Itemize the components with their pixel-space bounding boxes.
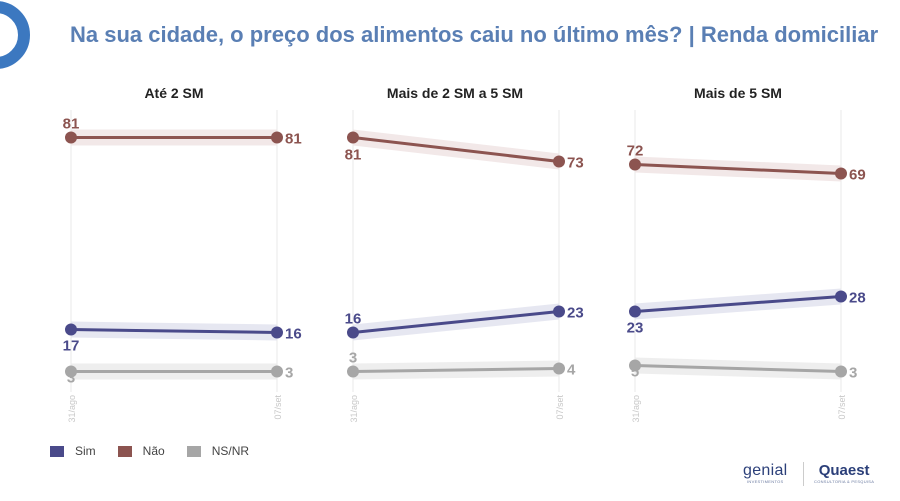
x-tick-label-1-0: 31/ago	[349, 395, 359, 423]
data-label-2-2-1: 3	[849, 365, 857, 382]
data-point-0-2-0	[65, 365, 77, 378]
legend-item-nao: Não	[117, 444, 165, 458]
data-label-2-1-1: 69	[849, 167, 866, 184]
data-label-2-0-1: 28	[849, 290, 866, 307]
data-label-0-0-1: 16	[285, 326, 302, 343]
genial-logo-sub: INVESTIMENTOS	[747, 479, 784, 484]
legend-label-sim: Sim	[75, 444, 96, 458]
data-label-0-1-0: 81	[63, 116, 80, 133]
legend-item-sim: Sim	[50, 444, 96, 458]
data-point-1-2-0	[347, 365, 359, 378]
data-point-2-2-0	[629, 359, 641, 372]
legend-label-nsnr: NS/NR	[211, 444, 250, 458]
quaest-logo: Quaest CONSULTORIA & PESQUISA	[814, 463, 874, 485]
data-label-1-1-1: 73	[567, 155, 584, 172]
data-label-1-2-0: 3	[349, 350, 357, 367]
legend-swatch-sim	[50, 445, 64, 457]
panel-title-2: Mais de 5 SM	[694, 85, 782, 101]
series-line-0-0	[70, 328, 278, 334]
panel-title-0: Até 2 SM	[144, 85, 203, 101]
data-point-1-0-0	[347, 326, 359, 339]
data-point-2-1-1	[835, 167, 847, 180]
quaest-logo-sub: CONSULTORIA & PESQUISA	[814, 479, 875, 484]
series-line-2-0	[634, 295, 842, 313]
legend: Sim Não NS/NR	[50, 444, 271, 458]
data-point-2-2-1	[835, 365, 847, 378]
data-point-2-0-0	[629, 305, 641, 318]
data-point-1-2-1	[553, 362, 565, 375]
data-label-1-1-0: 81	[345, 147, 362, 164]
data-label-2-1-0: 72	[627, 143, 644, 160]
data-label-2-2-0: 5	[631, 364, 639, 381]
series-line-1-0	[352, 310, 560, 334]
page-title: Na sua cidade, o preço dos alimentos cai…	[70, 22, 879, 47]
data-point-0-0-1	[271, 326, 283, 339]
data-label-0-0-0: 17	[63, 338, 80, 355]
legend-item-nsnr: NS/NR	[186, 444, 250, 458]
brand-divider	[803, 462, 804, 486]
data-point-0-1-1	[271, 131, 283, 144]
data-label-0-2-1: 3	[285, 365, 293, 382]
data-point-1-1-0	[347, 131, 359, 144]
x-tick-label-0-0: 31/ago	[67, 395, 77, 423]
data-label-1-2-1: 4	[567, 362, 576, 379]
series-line-2-1	[634, 163, 842, 175]
data-point-2-0-1	[835, 290, 847, 303]
panel-title-1: Mais de 2 SM a 5 SM	[387, 85, 523, 101]
data-point-2-1-0	[629, 158, 641, 171]
data-point-1-0-1	[553, 305, 565, 318]
data-point-0-2-1	[271, 365, 283, 378]
data-label-1-0-1: 23	[567, 305, 584, 322]
x-tick-label-2-0: 31/ago	[631, 395, 641, 423]
x-tick-label-2-1: 07/set	[837, 395, 847, 420]
series-line-1-2	[352, 367, 560, 373]
x-tick-label-1-1: 07/set	[555, 395, 565, 420]
data-label-0-1-1: 81	[285, 131, 302, 148]
series-line-1-1	[352, 136, 560, 163]
genial-logo: genial INVESTIMENTOS	[743, 463, 788, 485]
data-label-1-0-0: 16	[345, 311, 362, 328]
quaest-logo-name: Quaest	[818, 462, 870, 479]
legend-swatch-nsnr	[186, 445, 201, 457]
data-label-0-2-0: 3	[67, 370, 75, 387]
legend-swatch-nao	[117, 445, 132, 457]
x-tick-label-0-1: 07/set	[273, 395, 283, 420]
data-point-0-1-0	[65, 131, 77, 144]
data-point-0-0-0	[65, 323, 77, 336]
data-point-1-1-1	[553, 155, 565, 168]
legend-label-nao: Não	[142, 444, 165, 458]
series-line-2-2	[634, 364, 842, 373]
genial-logo-name: genial	[743, 462, 788, 479]
data-label-2-0-0: 23	[627, 320, 644, 337]
